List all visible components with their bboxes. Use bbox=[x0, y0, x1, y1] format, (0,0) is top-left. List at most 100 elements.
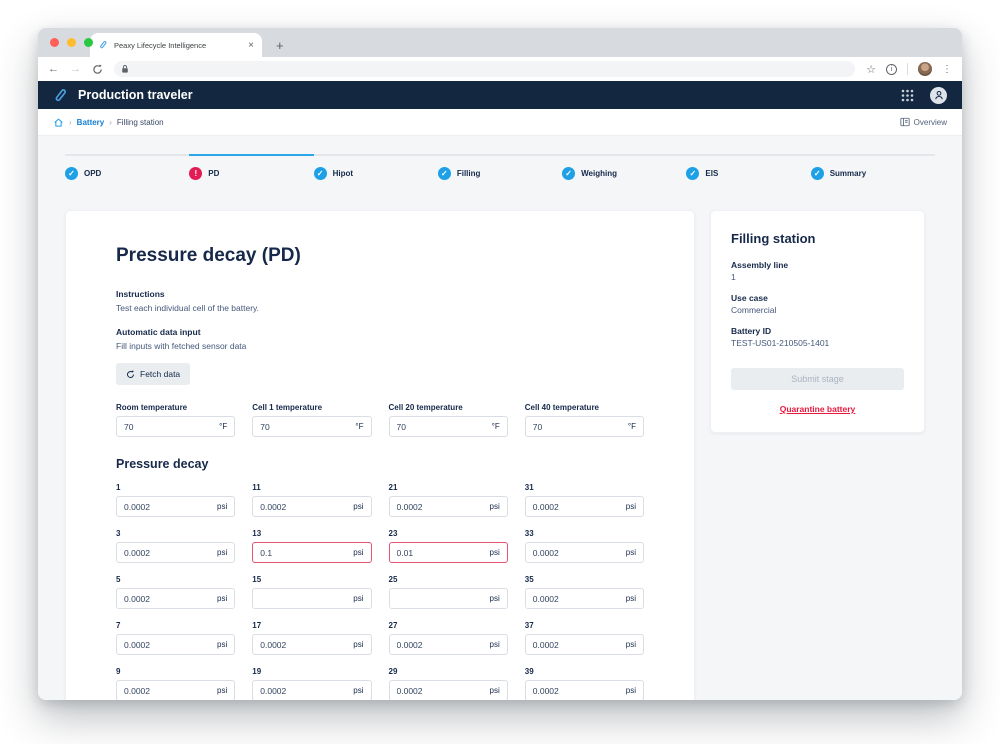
pressure-cell-label: 9 bbox=[116, 667, 121, 676]
stepper-step[interactable]: PD bbox=[189, 154, 314, 180]
pressure-input[interactable] bbox=[124, 685, 214, 696]
reload-icon[interactable] bbox=[92, 64, 103, 75]
pressure-cell-label: 33 bbox=[524, 529, 534, 538]
pressure-input-wrap: psi bbox=[524, 588, 644, 609]
pressure-unit: psi bbox=[489, 686, 500, 695]
stepper-step[interactable]: Filling bbox=[437, 154, 563, 180]
app-title: Production traveler bbox=[78, 88, 193, 102]
pressure-input-wrap: psi bbox=[388, 588, 508, 609]
submit-stage-button[interactable]: Submit stage bbox=[731, 368, 904, 390]
pressure-cell: 7 psi bbox=[116, 621, 236, 655]
stepper-step[interactable]: EIS bbox=[686, 154, 811, 180]
pressure-cell: 13 psi bbox=[252, 529, 372, 563]
pressure-unit: psi bbox=[489, 594, 500, 603]
temperature-input[interactable] bbox=[396, 421, 488, 432]
pressure-input[interactable] bbox=[532, 501, 622, 512]
browser-menu-icon[interactable]: ⋮ bbox=[942, 63, 952, 75]
back-icon[interactable]: ← bbox=[48, 62, 59, 75]
temperature-input[interactable] bbox=[260, 421, 352, 432]
pressure-input[interactable] bbox=[396, 547, 486, 558]
pressure-unit: psi bbox=[353, 548, 364, 557]
breadcrumb-separator: › bbox=[69, 117, 72, 127]
pressure-cell: 25 psi bbox=[388, 575, 508, 609]
pressure-input[interactable] bbox=[260, 593, 350, 604]
browser-profile-avatar[interactable] bbox=[918, 62, 932, 76]
temperature-input[interactable] bbox=[532, 421, 624, 432]
browser-tab[interactable]: Peaxy Lifecycle Intelligence × bbox=[90, 33, 262, 57]
pressure-input-wrap: psi bbox=[116, 588, 236, 609]
pressure-cell: 15 psi bbox=[252, 575, 372, 609]
pressure-input[interactable] bbox=[260, 685, 350, 696]
app-grid-icon[interactable] bbox=[901, 89, 914, 102]
pressure-unit: psi bbox=[625, 640, 636, 649]
toolbar-divider bbox=[907, 63, 908, 75]
pressure-input[interactable] bbox=[124, 501, 214, 512]
user-avatar[interactable] bbox=[930, 86, 947, 104]
pressure-cell-label: 5 bbox=[116, 575, 121, 584]
quarantine-battery-link[interactable]: Quarantine battery bbox=[779, 404, 856, 414]
refresh-icon bbox=[127, 370, 134, 378]
minimize-window-button[interactable] bbox=[67, 38, 76, 47]
new-tab-button[interactable]: + bbox=[276, 38, 284, 53]
pressure-cell-label: 31 bbox=[524, 483, 534, 492]
pressure-input[interactable] bbox=[532, 547, 622, 558]
step-label: Hipot bbox=[332, 169, 353, 178]
tab-close-icon[interactable]: × bbox=[248, 39, 254, 51]
station-fields: Assembly line 1 Use case Commercial Batt… bbox=[731, 260, 904, 348]
pressure-cell: 3 psi bbox=[116, 529, 236, 563]
pressure-cell: 9 psi bbox=[116, 667, 236, 700]
pressure-input-wrap: psi bbox=[524, 542, 644, 563]
peaxy-logo-pencil-icon bbox=[55, 88, 67, 101]
info-icon[interactable]: i bbox=[886, 63, 897, 75]
home-icon[interactable] bbox=[53, 117, 64, 128]
pressure-unit: psi bbox=[353, 502, 364, 511]
fetch-data-button[interactable]: Fetch data bbox=[116, 363, 191, 385]
pressure-cell-label: 7 bbox=[116, 621, 121, 630]
temperature-field-label: Cell 1 temperature bbox=[252, 403, 323, 412]
pressure-input[interactable] bbox=[124, 547, 214, 558]
breadcrumb-current: Filling station bbox=[116, 117, 164, 127]
pressure-cell: 35 psi bbox=[524, 575, 644, 609]
temperature-unit: °F bbox=[627, 422, 636, 431]
pressure-input[interactable] bbox=[260, 639, 350, 650]
stepper-step[interactable]: Weighing bbox=[562, 154, 687, 180]
station-field: Assembly line 1 bbox=[731, 260, 904, 282]
pressure-input[interactable] bbox=[124, 639, 214, 650]
pressure-cell-label: 15 bbox=[252, 575, 262, 584]
pressure-input[interactable] bbox=[396, 501, 486, 512]
pressure-input[interactable] bbox=[396, 639, 486, 650]
breadcrumb-battery-link[interactable]: Battery bbox=[76, 117, 105, 127]
bookmark-star-icon[interactable]: ☆ bbox=[866, 63, 876, 76]
forward-icon[interactable]: → bbox=[70, 62, 81, 75]
fetch-data-label: Fetch data bbox=[140, 369, 181, 379]
pressure-input[interactable] bbox=[124, 593, 214, 604]
step-label: Summary bbox=[829, 169, 867, 178]
pressure-input[interactable] bbox=[396, 685, 486, 696]
stepper-step[interactable]: OPD bbox=[65, 154, 190, 180]
stepper-step[interactable]: Summary bbox=[810, 154, 935, 180]
pressure-unit: psi bbox=[217, 686, 228, 695]
pressure-cell-label: 3 bbox=[116, 529, 121, 538]
address-bar[interactable] bbox=[114, 61, 856, 77]
temperature-unit: °F bbox=[355, 422, 364, 431]
pressure-input[interactable] bbox=[260, 547, 350, 558]
pressure-input-wrap: psi bbox=[524, 496, 644, 517]
maximize-window-button[interactable] bbox=[84, 38, 93, 47]
page-content: OPD PD Hipot Filling bbox=[38, 136, 962, 700]
close-window-button[interactable] bbox=[50, 38, 59, 47]
station-field: Battery ID TEST-US01-210505-1401 bbox=[731, 326, 904, 348]
step-status-icon bbox=[686, 167, 700, 180]
overview-button[interactable]: Overview bbox=[900, 117, 947, 127]
pressure-cell: 5 psi bbox=[116, 575, 236, 609]
pressure-input[interactable] bbox=[260, 501, 350, 512]
pressure-input[interactable] bbox=[396, 593, 486, 604]
page-title: Pressure decay (PD) bbox=[116, 245, 301, 266]
stepper-step[interactable]: Hipot bbox=[313, 154, 438, 180]
step-status-icon bbox=[437, 167, 451, 180]
pressure-unit: psi bbox=[353, 640, 364, 649]
station-field-label: Battery ID bbox=[731, 326, 772, 336]
pressure-input[interactable] bbox=[532, 639, 622, 650]
pressure-input[interactable] bbox=[532, 685, 622, 696]
temperature-input[interactable] bbox=[124, 421, 216, 432]
pressure-input[interactable] bbox=[532, 593, 622, 604]
